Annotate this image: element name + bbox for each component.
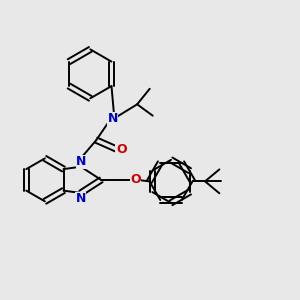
Text: O: O xyxy=(130,173,141,186)
Text: N: N xyxy=(107,112,118,125)
Text: O: O xyxy=(116,143,127,156)
Text: N: N xyxy=(76,155,87,168)
Text: N: N xyxy=(76,192,86,205)
